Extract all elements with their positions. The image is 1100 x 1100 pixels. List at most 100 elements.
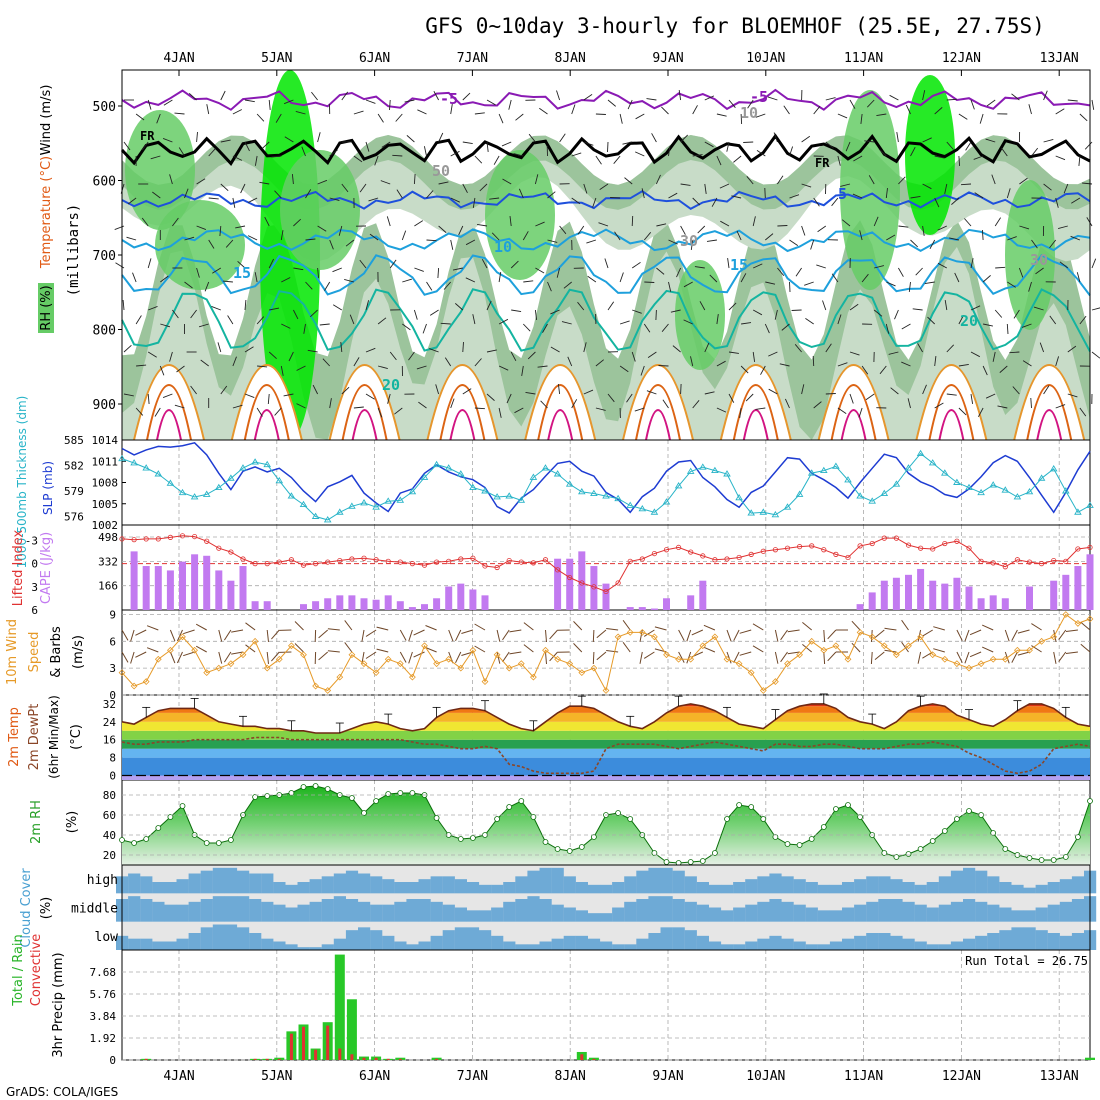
upper-wind-barb	[816, 264, 826, 269]
upper-wind-barb	[1055, 197, 1059, 208]
thickness-point	[928, 459, 937, 466]
upper-wind-barb	[586, 239, 597, 244]
upper-wind-barb	[259, 181, 270, 185]
upper-wind-barb	[876, 113, 887, 117]
cloud-cell	[418, 941, 431, 950]
upper-wind-barb	[613, 155, 621, 164]
cloud-cell	[370, 876, 383, 894]
date-label-bottom: 11JAN	[844, 1069, 883, 1084]
cape-bar	[638, 607, 646, 610]
cloud-cell	[224, 867, 238, 894]
upper-wind-barb	[222, 280, 233, 283]
cloud-cell	[587, 884, 601, 894]
upper-wind-barb	[141, 217, 149, 227]
wind-speed-point	[118, 669, 126, 677]
li-point	[433, 559, 440, 565]
wind-barb	[851, 642, 861, 653]
wind-barb	[726, 651, 732, 664]
upper-wind-barb	[1001, 147, 1008, 157]
cloud-cell	[188, 873, 201, 894]
upper-wind-barb	[825, 141, 834, 149]
rh-point	[1050, 857, 1057, 863]
cloud-cell	[261, 901, 274, 922]
temp-line	[121, 703, 1091, 734]
upper-wind-barb	[462, 141, 473, 145]
thickness-point	[299, 500, 308, 508]
cloud-level-label: middle	[71, 902, 118, 917]
cloud-cell	[224, 896, 238, 922]
upper-wind-barb	[946, 393, 957, 396]
upper-wind-barb	[741, 322, 752, 325]
wind-speed-point	[530, 673, 537, 681]
precip-conv-bar	[386, 1058, 390, 1060]
cloud-cell	[297, 947, 310, 950]
upper-wind-barb	[465, 277, 476, 283]
wind-barb	[774, 629, 779, 642]
wind-barb	[933, 626, 945, 631]
upper-wind-barb	[794, 344, 802, 353]
cloud-cell	[140, 899, 153, 922]
upper-wind-barb	[655, 309, 657, 321]
upper-wind-barb	[805, 318, 814, 325]
cloud-cell	[757, 901, 770, 922]
upper-wind-barb	[1091, 307, 1100, 311]
upper-wind-barb	[873, 309, 883, 317]
rh-point	[615, 810, 621, 816]
cloud-cell	[309, 947, 322, 950]
upper-wind-barb	[746, 176, 754, 185]
contour-label: 10	[740, 104, 758, 122]
precip-conv-bar	[398, 1058, 402, 1060]
thickness-point	[832, 462, 840, 469]
cloud-cell	[1047, 882, 1060, 894]
upper-wind-barb	[208, 197, 219, 200]
upper-wind-barb	[281, 277, 291, 283]
upper-wind-barb	[958, 363, 969, 367]
upper-wind-barb	[196, 178, 206, 185]
upper-wind-barb	[736, 230, 742, 241]
cape-bar	[699, 580, 707, 610]
cloud-cell	[721, 910, 734, 922]
upper-ytick-label: 900	[93, 398, 116, 413]
upper-wind-barb	[651, 133, 657, 143]
upper-wind-barb	[1043, 183, 1052, 191]
upper-wind-barb	[438, 132, 444, 143]
cloud-cell	[140, 876, 153, 894]
thickness-point	[904, 464, 913, 471]
thickness-point	[1013, 493, 1022, 500]
rh-point	[227, 837, 234, 843]
cloud-cell	[805, 907, 818, 922]
upper-wind-barb	[374, 155, 379, 166]
thickness-point	[989, 481, 997, 488]
li-point	[663, 547, 670, 553]
upper-wind-barb	[743, 141, 754, 143]
upper-wind-barb	[1033, 306, 1044, 311]
upper-wind-barb	[172, 309, 179, 319]
cloud-cell	[309, 879, 322, 894]
upper-wind-barb	[901, 361, 911, 367]
wind-speed-point	[409, 673, 416, 681]
upper-wind-barb	[365, 141, 370, 152]
wind-barb	[130, 651, 135, 664]
wind-speed-point	[1001, 655, 1009, 663]
wind-barb	[964, 629, 970, 642]
upper-wind-barb	[122, 299, 125, 311]
rh-point	[736, 802, 742, 808]
cloud-cell	[721, 944, 734, 950]
cloud-cell	[624, 876, 637, 894]
cape-tick-label: 332	[98, 555, 118, 568]
temp-bubble-core-2	[351, 409, 378, 441]
upper-wind-barb	[377, 365, 388, 370]
upper-wind-barb	[745, 393, 754, 402]
rh-point	[155, 825, 162, 831]
cloud-cell	[333, 873, 346, 894]
upper-wind-barb	[655, 174, 661, 185]
upper-wind-barb	[365, 393, 375, 400]
wind-speed-point	[723, 655, 731, 663]
upper-wind-barb	[232, 197, 236, 208]
rh-point	[966, 808, 972, 814]
upper-wind-barb	[958, 113, 968, 120]
li-tick-label: 3	[31, 581, 38, 594]
rh-point	[494, 816, 501, 822]
rh-point	[252, 794, 259, 800]
upper-wind-barb	[295, 110, 306, 115]
